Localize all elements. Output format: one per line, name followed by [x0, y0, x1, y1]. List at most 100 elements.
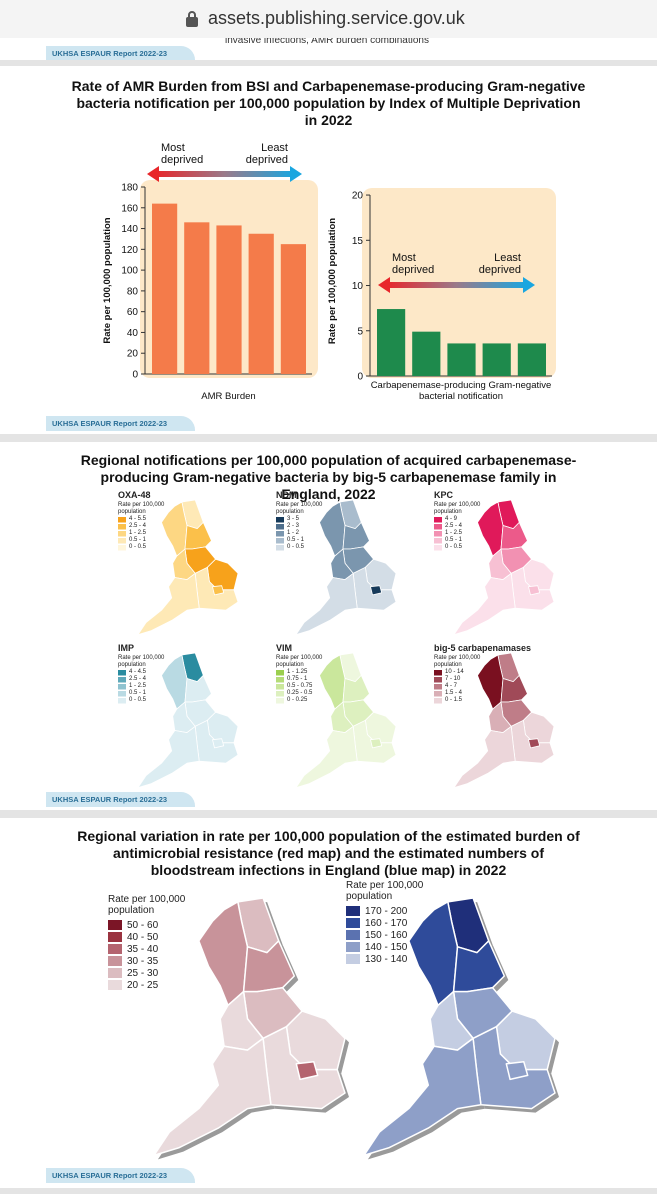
- bar: [412, 331, 441, 376]
- map-region: [505, 1061, 529, 1081]
- legend-swatch: [118, 691, 126, 697]
- bar: [517, 343, 546, 376]
- bar: [482, 343, 511, 376]
- map-region: [295, 1061, 319, 1081]
- arrow-head: [523, 277, 535, 293]
- legend-label: 4 - 7: [445, 683, 458, 689]
- x-axis-label: AMR Burden: [201, 391, 256, 402]
- legend-swatch: [434, 677, 442, 683]
- browser-bar: assets.publishing.service.gov.uk: [0, 0, 657, 38]
- map-region: [528, 585, 541, 596]
- map-region: [453, 725, 516, 789]
- legend-swatch: [118, 670, 126, 676]
- legend-label: 1 - 2.5: [129, 683, 147, 689]
- arrow-label: Most deprived: [161, 142, 204, 166]
- arrow-head: [290, 166, 302, 182]
- legend-swatch: [276, 524, 284, 530]
- arrow: [386, 282, 527, 288]
- maps: [118, 499, 555, 789]
- legend-label: 1 - 2.5: [129, 530, 147, 536]
- legend-swatch: [118, 677, 126, 683]
- caption: invasive infections, AMR burden combinat…: [225, 38, 429, 46]
- legend-label: 40 - 50: [127, 932, 159, 943]
- map-title: NDM: [276, 490, 297, 500]
- x-axis-label: Carbapenemase-producing Gram-negative ba…: [370, 380, 552, 402]
- bar: [447, 343, 476, 376]
- map-region: [528, 738, 541, 749]
- legend-label: 25 - 30: [127, 968, 159, 979]
- map-region: [453, 572, 516, 636]
- y-tick-label: 20: [127, 349, 139, 360]
- url[interactable]: assets.publishing.service.gov.uk: [208, 8, 465, 28]
- legend-label: 4 - 5.5: [129, 516, 147, 522]
- legend-label: 0.25 - 0.5: [287, 690, 313, 696]
- figure-title: Rate of AMR Burden from BSI and Carbapen…: [71, 78, 586, 128]
- map-title: KPC: [434, 490, 454, 500]
- y-tick-label: 15: [352, 236, 364, 247]
- map-title: big-5 carbapenamases: [434, 643, 532, 653]
- bar: [280, 244, 306, 374]
- legend-title: Rate per 100,000 population: [276, 502, 323, 515]
- legend-label: 1 - 2.5: [445, 530, 463, 536]
- legend-swatch: [346, 942, 360, 952]
- legend-label: 0 - 0.5: [129, 697, 147, 703]
- map-region: [295, 572, 358, 636]
- legend-title: Rate per 100,000 population: [346, 880, 424, 902]
- legend-swatch: [434, 524, 442, 530]
- legend-swatch: [276, 545, 284, 551]
- map-region: [363, 1037, 482, 1157]
- legend-swatch: [118, 531, 126, 537]
- bar: [152, 203, 178, 374]
- map-title: VIM: [276, 643, 293, 653]
- legend-label: 170 - 200: [365, 906, 408, 917]
- legend-label: 35 - 40: [127, 944, 159, 955]
- legend-swatch: [108, 932, 122, 942]
- map-region: [137, 725, 200, 789]
- figure-panel: Regional notifications per 100,000 popul…: [0, 442, 657, 810]
- legend-swatch: [434, 531, 442, 537]
- legend-label: 140 - 150: [365, 942, 408, 953]
- legend-label: 0 - 0.5: [129, 544, 147, 550]
- legend-label: 160 - 170: [365, 918, 408, 929]
- legend-label: 7 - 10: [445, 676, 461, 682]
- legend-label: 0.5 - 1: [287, 537, 305, 543]
- legend-swatch: [276, 684, 284, 690]
- legend-label: 1.5 - 4: [445, 690, 463, 696]
- legend-swatch: [434, 698, 442, 704]
- figure-title: Regional variation in rate per 100,000 p…: [77, 828, 580, 878]
- legend-label: 2.5 - 4: [129, 676, 147, 682]
- next-panel: [0, 1194, 657, 1200]
- legend-swatch: [276, 517, 284, 523]
- legend-swatch: [276, 677, 284, 683]
- figure-panel: Regional variation in rate per 100,000 p…: [0, 818, 657, 1188]
- legend-swatch: [118, 545, 126, 551]
- arrow-label: Least deprived: [245, 142, 288, 166]
- legend-swatch: [434, 670, 442, 676]
- legend-swatch: [108, 980, 122, 990]
- legend-label: 150 - 160: [365, 930, 408, 941]
- y-axis-label: Rate per 100,000 population: [327, 218, 338, 344]
- legend-label: 0.5 - 0.75: [287, 683, 313, 689]
- legend-label: 4 - 9: [445, 516, 458, 522]
- y-tick-label: 180: [121, 183, 138, 194]
- bar: [377, 309, 406, 376]
- arrow-head: [147, 166, 159, 182]
- legend-label: 1 - 1.25: [287, 669, 308, 675]
- legend-swatch: [346, 906, 360, 916]
- arrow: [155, 171, 294, 177]
- y-tick-label: 80: [127, 286, 139, 297]
- legend-swatch: [346, 930, 360, 940]
- legend-label: 2 - 3: [287, 523, 300, 529]
- legend-swatch: [276, 691, 284, 697]
- y-tick-label: 40: [127, 328, 139, 339]
- y-tick-label: 100: [121, 266, 138, 277]
- legend-label: 0.5 - 1: [445, 537, 463, 543]
- legend-swatch: [276, 670, 284, 676]
- legend-swatch: [434, 538, 442, 544]
- legend-title: Rate per 100,000 population: [118, 655, 165, 668]
- legend-title: Rate per 100,000 population: [276, 655, 323, 668]
- bar: [216, 225, 242, 374]
- report-tag: UKHSA ESPAUR Report 2022-23: [46, 416, 196, 431]
- y-tick-label: 0: [357, 372, 363, 383]
- legend-swatch: [276, 538, 284, 544]
